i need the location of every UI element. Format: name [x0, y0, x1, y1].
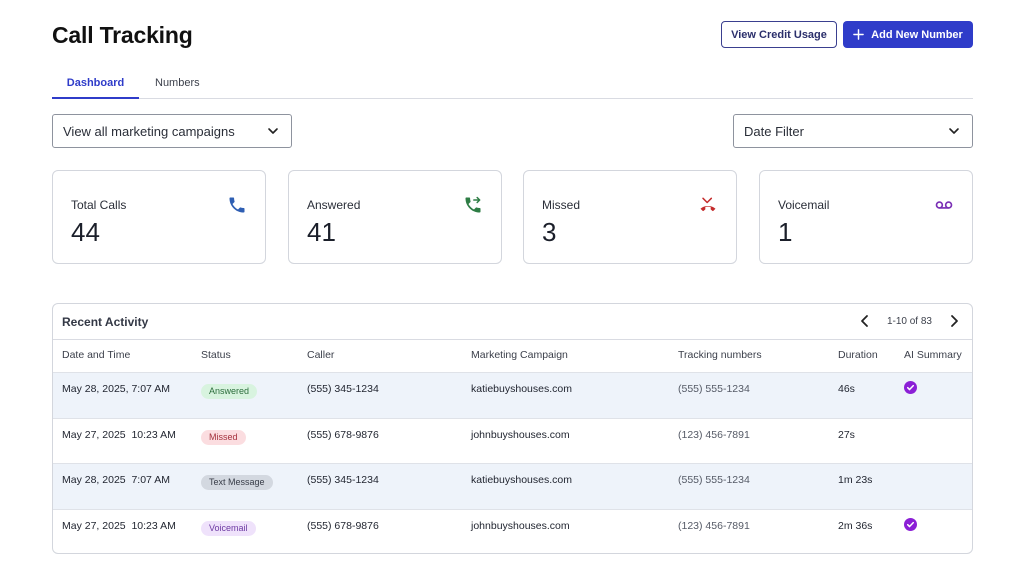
- cell-campaign: johnbuyshouses.com: [471, 429, 570, 441]
- cell-caller: (555) 678-9876: [307, 429, 379, 441]
- chevron-left-icon: [861, 315, 868, 327]
- cell-datetime: May 27, 2025 10:23 AM: [62, 520, 176, 532]
- status-badge: Voicemail: [201, 521, 256, 536]
- stat-label: Voicemail: [778, 198, 830, 212]
- chevron-down-icon: [268, 128, 278, 134]
- add-new-number-label: Add New Number: [871, 28, 963, 41]
- stat-card-voicemail: Voicemail 1: [759, 170, 973, 264]
- ai-summary-check-icon[interactable]: [904, 518, 917, 531]
- pagination-range: 1-10 of 83: [886, 315, 932, 327]
- cell-duration: 2m 36s: [838, 520, 873, 532]
- date-filter-value: Date Filter: [744, 123, 804, 139]
- voicemail-icon: [935, 201, 953, 209]
- table-row[interactable]: May 27, 2025 10:23 AM Missed (555) 678-9…: [53, 418, 972, 464]
- date-filter-select[interactable]: Date Filter: [733, 114, 973, 148]
- tab-bar: Dashboard Numbers: [52, 70, 973, 99]
- phone-forward-icon: [465, 196, 481, 213]
- cell-datetime: May 28, 2025 7:07 AM: [62, 474, 170, 486]
- column-header-caller: Caller: [307, 349, 335, 361]
- recent-activity-title: Recent Activity: [62, 315, 149, 329]
- cell-caller: (555) 345-1234: [307, 474, 379, 486]
- chevron-down-icon: [949, 128, 959, 134]
- add-new-number-button[interactable]: Add New Number: [843, 21, 973, 48]
- column-header-date: Date and Time: [62, 349, 131, 361]
- cell-datetime: May 28, 2025, 7:07 AM: [62, 383, 170, 395]
- tab-numbers[interactable]: Numbers: [155, 77, 200, 89]
- phone-icon: [229, 197, 245, 213]
- status-badge: Text Message: [201, 475, 273, 490]
- column-header-campaign: Marketing Campaign: [471, 349, 568, 361]
- cell-duration: 27s: [838, 429, 855, 441]
- stat-label: Answered: [307, 198, 361, 212]
- cell-tracking: (555) 555-1234: [678, 383, 750, 395]
- page-title: Call Tracking: [52, 22, 193, 48]
- column-header-tracking: Tracking numbers: [678, 349, 762, 361]
- table-row[interactable]: May 27, 2025 10:23 AM Voicemail (555) 67…: [53, 509, 972, 553]
- stat-value: 44: [71, 217, 100, 247]
- column-header-duration: Duration: [838, 349, 878, 361]
- pagination: 1-10 of 83: [857, 311, 962, 331]
- view-credit-usage-button[interactable]: View Credit Usage: [721, 21, 837, 48]
- next-page-button[interactable]: [946, 313, 962, 329]
- divider: [53, 339, 972, 340]
- cell-tracking: (123) 456-7891: [678, 429, 750, 441]
- column-header-ai-summary: AI Summary: [904, 349, 962, 361]
- cell-caller: (555) 678-9876: [307, 520, 379, 532]
- status-badge: Answered: [201, 384, 258, 399]
- stat-card-missed: Missed 3: [523, 170, 737, 264]
- cell-duration: 1m 23s: [838, 474, 873, 486]
- table-row[interactable]: May 28, 2025 7:07 AM Text Message (555) …: [53, 463, 972, 509]
- campaign-select-value: View all marketing campaigns: [63, 123, 235, 139]
- campaign-select[interactable]: View all marketing campaigns: [52, 114, 292, 148]
- stat-value: 41: [307, 217, 336, 247]
- recent-activity-panel: Recent Activity 1-10 of 83 Date and Time…: [52, 303, 973, 554]
- stat-label: Total Calls: [71, 198, 127, 212]
- status-badge: Missed: [201, 430, 246, 445]
- cell-campaign: katiebuyshouses.com: [471, 383, 572, 395]
- cell-campaign: johnbuyshouses.com: [471, 520, 570, 532]
- stat-card-answered: Answered 41: [288, 170, 502, 264]
- phone-missed-icon: [700, 197, 716, 212]
- cell-datetime: May 27, 2025 10:23 AM: [62, 429, 176, 441]
- cell-campaign: katiebuyshouses.com: [471, 474, 572, 486]
- column-header-status: Status: [201, 349, 231, 361]
- stat-label: Missed: [542, 198, 581, 212]
- ai-summary-check-icon[interactable]: [904, 381, 917, 394]
- cell-tracking: (555) 555-1234: [678, 474, 750, 486]
- plus-icon: [853, 29, 864, 40]
- table-row[interactable]: May 28, 2025, 7:07 AM Answered (555) 345…: [53, 372, 972, 418]
- cell-tracking: (123) 456-7891: [678, 520, 750, 532]
- stat-value: 3: [542, 217, 557, 247]
- stat-card-total-calls: Total Calls 44: [52, 170, 266, 264]
- chevron-right-icon: [951, 315, 958, 327]
- cell-duration: 46s: [838, 383, 855, 395]
- cell-caller: (555) 345-1234: [307, 383, 379, 395]
- stat-value: 1: [778, 217, 793, 247]
- tab-dashboard[interactable]: Dashboard: [52, 77, 139, 99]
- previous-page-button[interactable]: [857, 313, 873, 329]
